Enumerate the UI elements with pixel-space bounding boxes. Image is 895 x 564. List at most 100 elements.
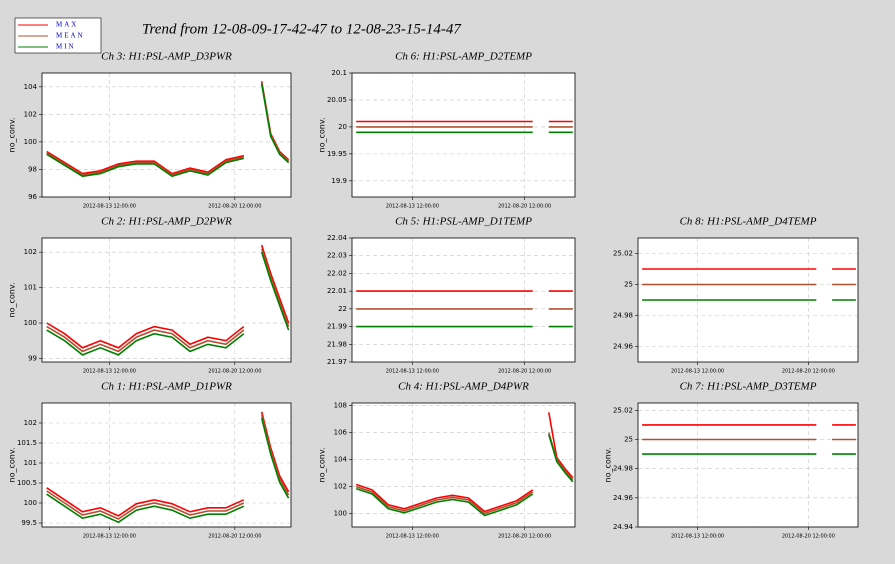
y-tick-label: 104	[24, 83, 38, 91]
y-tick-label: 100	[24, 499, 37, 507]
y-tick-label: 24.98	[613, 312, 633, 320]
y-axis-label: no_conv.	[8, 283, 17, 318]
y-axis-label: no_conv.	[604, 448, 613, 483]
x-tick-label: 2012-08-13 12:00:00	[671, 369, 724, 375]
y-tick-label: 100.5	[17, 479, 37, 487]
y-tick-label: 25	[624, 435, 633, 443]
y-tick-label: 102	[334, 483, 347, 491]
x-tick-label: 2012-08-20 12:00:00	[208, 204, 261, 210]
y-tick-label: 22.04	[327, 234, 348, 242]
y-tick-label: 104	[334, 456, 348, 464]
y-axis-label: no_conv.	[8, 118, 17, 153]
series-line	[46, 248, 290, 353]
x-tick-label: 2012-08-20 12:00:00	[498, 204, 551, 210]
y-tick-label: 24.96	[613, 494, 634, 502]
chart-title: Ch 6: H1:PSL-AMP_D2TEMP	[395, 51, 532, 63]
series-line	[46, 418, 290, 524]
y-tick-label: 102	[24, 110, 37, 118]
y-tick-label: 102	[24, 248, 37, 256]
y-tick-label: 99	[28, 354, 37, 362]
plot-series	[642, 268, 856, 301]
series-line	[46, 83, 290, 178]
series-line	[46, 251, 290, 356]
chart-title: Ch 3: H1:PSL-AMP_D3PWR	[101, 51, 232, 63]
legend-label: MEAN	[56, 32, 85, 40]
plot-frame	[637, 237, 859, 363]
y-tick-label: 24.96	[613, 343, 634, 351]
series-line	[46, 244, 290, 349]
plot-series	[355, 412, 574, 517]
chart-title: Ch 4: H1:PSL-AMP_D4PWR	[398, 381, 529, 393]
plot-frame	[351, 72, 576, 198]
x-tick-label: 2012-08-20 12:00:00	[208, 534, 261, 540]
plot-series	[46, 81, 290, 178]
y-tick-label: 22.03	[327, 252, 347, 260]
plot-area	[638, 403, 858, 527]
x-tick-label: 2012-08-20 12:00:00	[498, 369, 551, 375]
chart-title: Ch 5: H1:PSL-AMP_D1TEMP	[395, 216, 532, 228]
y-tick-label: 100	[24, 319, 37, 327]
chart-title: Ch 2: H1:PSL-AMP_D2PWR	[101, 216, 232, 228]
y-axis-label: no_conv.	[318, 118, 327, 153]
plot-series	[46, 244, 290, 356]
x-tick-label: 2012-08-20 12:00:00	[498, 534, 551, 540]
y-tick-label: 98	[28, 165, 37, 173]
y-tick-label: 21.97	[327, 358, 347, 366]
plot-frame	[351, 402, 576, 528]
plot-frame	[41, 72, 292, 198]
y-tick-label: 20.1	[331, 69, 347, 77]
x-tick-label: 2012-08-20 12:00:00	[208, 369, 261, 375]
plot-frame	[637, 402, 859, 528]
x-tick-label: 2012-08-13 12:00:00	[386, 204, 439, 210]
y-tick-label: 102	[24, 419, 37, 427]
chart-title: Ch 8: H1:PSL-AMP_D4TEMP	[680, 216, 817, 228]
y-tick-label: 24.98	[613, 465, 633, 473]
y-tick-label: 101	[24, 284, 37, 292]
series-line	[355, 434, 574, 517]
y-tick-label: 96	[28, 193, 37, 201]
plot-series	[46, 411, 290, 524]
y-tick-label: 22	[338, 305, 347, 313]
plot-frame	[41, 402, 292, 528]
y-tick-label: 101.5	[17, 439, 37, 447]
y-tick-label: 100	[24, 138, 37, 146]
y-tick-label: 106	[334, 429, 348, 437]
legend-label: MAX	[56, 21, 78, 29]
plot-series	[642, 424, 856, 455]
plot-area	[352, 403, 575, 527]
chart-title: Ch 1: H1:PSL-AMP_D1PWR	[101, 381, 232, 393]
y-tick-label: 19.9	[331, 177, 347, 185]
x-tick-label: 2012-08-13 12:00:00	[671, 534, 724, 540]
x-tick-label: 2012-08-13 12:00:00	[386, 369, 439, 375]
x-tick-label: 2012-08-20 12:00:00	[782, 369, 835, 375]
y-tick-label: 22.01	[327, 287, 347, 295]
x-tick-label: 2012-08-20 12:00:00	[782, 534, 835, 540]
y-tick-label: 25.02	[613, 406, 633, 414]
y-tick-label: 24.94	[613, 523, 634, 531]
series-line	[355, 412, 574, 513]
plot-area	[42, 238, 291, 362]
y-axis-label: no_conv.	[8, 448, 17, 483]
plot-series	[356, 290, 573, 328]
y-tick-label: 19.95	[327, 150, 347, 158]
y-tick-label: 99.5	[21, 519, 37, 527]
x-tick-label: 2012-08-13 12:00:00	[83, 534, 136, 540]
y-tick-label: 101	[24, 459, 37, 467]
y-tick-label: 21.99	[327, 323, 347, 331]
plot-frame	[351, 237, 576, 363]
y-tick-label: 20.05	[327, 96, 347, 104]
plot-area	[42, 73, 291, 197]
y-tick-label: 20	[338, 123, 347, 131]
y-axis-label: no_conv.	[318, 448, 327, 483]
x-tick-label: 2012-08-13 12:00:00	[83, 204, 136, 210]
x-tick-label: 2012-08-13 12:00:00	[83, 369, 136, 375]
page-title: Trend from 12-08-09-17-42-47 to 12-08-23…	[142, 21, 462, 37]
x-tick-label: 2012-08-13 12:00:00	[386, 534, 439, 540]
legend-label: MIN	[56, 43, 76, 51]
y-tick-label: 25.02	[613, 250, 633, 258]
chart-title: Ch 7: H1:PSL-AMP_D3TEMP	[680, 381, 817, 393]
y-tick-label: 21.98	[327, 340, 347, 348]
plot-area	[352, 73, 575, 197]
plot-series	[356, 120, 573, 134]
